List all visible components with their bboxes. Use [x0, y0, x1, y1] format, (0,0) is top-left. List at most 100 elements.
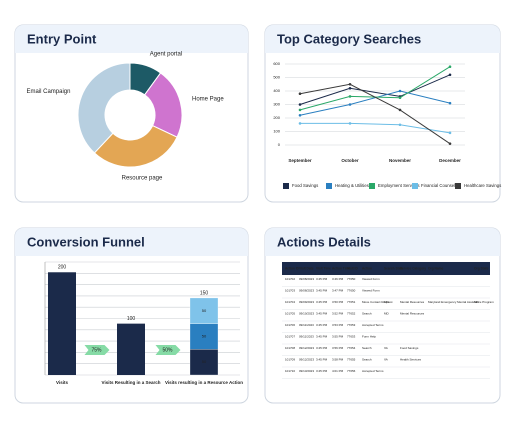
point — [448, 131, 452, 135]
panel-title: Entry Point — [27, 31, 97, 46]
slice-label: Agent portal — [150, 52, 182, 58]
table-cell: 77656 — [347, 369, 356, 373]
point — [448, 142, 452, 145]
table-cell: 3:58 PM — [332, 357, 344, 361]
y-tick-label: 0 — [278, 142, 281, 147]
stack-segment — [189, 297, 219, 324]
point — [298, 103, 302, 106]
table-cell: 09/11/2023 — [299, 334, 314, 338]
table-cell: Accepted Terms — [362, 369, 384, 373]
y-tick-label: 100 — [273, 129, 280, 134]
column-header: Search State — [384, 266, 404, 270]
series-line — [300, 122, 451, 134]
panel-title: Top Category Searches — [277, 31, 421, 46]
rate-arrow — [155, 345, 181, 355]
point — [298, 108, 302, 112]
x-tick-label: Visits resulting in a Resource Action — [165, 380, 243, 385]
segment-value: 50 — [202, 308, 207, 313]
panel-title: Actions Details — [277, 234, 371, 249]
table-cell: 3:45 PM — [316, 323, 328, 327]
stack-segment — [189, 323, 219, 350]
table-cell: Viewed Form — [362, 288, 380, 292]
slice-label: Email Campaign — [26, 89, 70, 95]
segment-value: 50 — [202, 334, 207, 339]
y-tick-label: 600 — [273, 61, 280, 66]
table-cell: Search — [362, 346, 372, 350]
table-cell: 101705 — [285, 311, 295, 315]
panel-header — [265, 25, 500, 53]
table-cell: 3:47 PM — [332, 288, 344, 292]
legend-label: Heating & Utilities — [335, 183, 369, 188]
legend-label: Financial Counseling — [421, 183, 461, 188]
x-tick-label: Visits Resulting in a Search — [102, 380, 161, 385]
rate-label: 75% — [91, 347, 102, 353]
column-header: Action Time — [332, 266, 350, 270]
table-cell: Move Contact Request — [362, 300, 393, 304]
column-header: Visit ID — [347, 266, 358, 270]
table-cell: 101706 — [285, 323, 295, 327]
table-cell: Search — [362, 357, 372, 361]
table-cell: 77651 — [347, 300, 356, 304]
table-cell: Health Services — [400, 357, 422, 361]
column-header: Org Name — [428, 266, 443, 270]
series-line — [299, 90, 451, 116]
panel-header — [15, 228, 248, 256]
panel-title: Conversion Funnel — [27, 234, 145, 249]
table-cell: 4:01 PM — [332, 369, 344, 373]
legend-label: Employment Services — [378, 183, 420, 188]
table-cell: 09/09/2023 — [299, 300, 314, 304]
column-header: Service Category — [400, 266, 426, 270]
rate-label: 50% — [162, 347, 173, 353]
table-cell: Search — [362, 311, 372, 315]
table-cell: 3:50 PM — [332, 300, 344, 304]
x-tick-label: December — [439, 158, 461, 163]
legend-label: Food Savings — [292, 183, 318, 188]
point — [398, 108, 402, 112]
legend-swatch — [326, 183, 332, 189]
legend-swatch — [369, 183, 375, 189]
point — [398, 123, 402, 127]
stack-segment — [189, 349, 219, 376]
table-cell: 101708 — [285, 346, 295, 350]
x-tick-label: September — [288, 158, 312, 163]
column-header: Visit Date — [299, 266, 314, 270]
bar-value: 100 — [127, 316, 136, 322]
bar — [48, 272, 76, 375]
table-cell: VA — [384, 357, 388, 361]
y-tick-label: 500 — [273, 75, 280, 80]
legend-label: Healthcare Savings — [464, 183, 501, 188]
y-tick-label: 200 — [273, 115, 280, 120]
table-cell: 09/10/2023 — [299, 311, 314, 315]
column-header: Visit Time — [316, 266, 331, 270]
point — [298, 92, 302, 95]
slice-label: Resource page — [122, 175, 163, 181]
table-cell: 101709 — [285, 357, 295, 361]
table-cell: 101707 — [285, 334, 295, 338]
rate-arrow — [84, 345, 110, 355]
table-cell: 09/08/2023 — [299, 288, 314, 292]
table-cell: Mental Resources — [400, 300, 425, 304]
bar — [117, 323, 145, 375]
point — [398, 96, 402, 100]
table-cell: 77653 — [347, 334, 356, 338]
table-cell: 101702 — [285, 277, 295, 281]
point — [398, 89, 402, 93]
panel-header — [265, 228, 500, 256]
table-cell: 77652 — [347, 311, 356, 315]
table-cell: Maryland Emergency Mental Assistance Pro… — [428, 300, 494, 304]
table-cell: Accepted Terms — [362, 323, 384, 327]
point — [348, 95, 352, 98]
table-cell: 3:45 PM — [316, 346, 328, 350]
table-cell: 3:45 PM — [316, 300, 328, 304]
table-cell: 3:55 PM — [332, 334, 344, 338]
x-tick-label: October — [341, 158, 359, 163]
table-cell: MD — [384, 311, 389, 315]
table-cell: 3:52 PM — [332, 311, 344, 315]
stack-total: 150 — [200, 290, 209, 296]
x-tick-label: November — [389, 158, 411, 163]
column-header: Org State — [474, 266, 489, 270]
donut-slice — [93, 124, 178, 168]
x-tick-label: Visits — [56, 380, 68, 385]
